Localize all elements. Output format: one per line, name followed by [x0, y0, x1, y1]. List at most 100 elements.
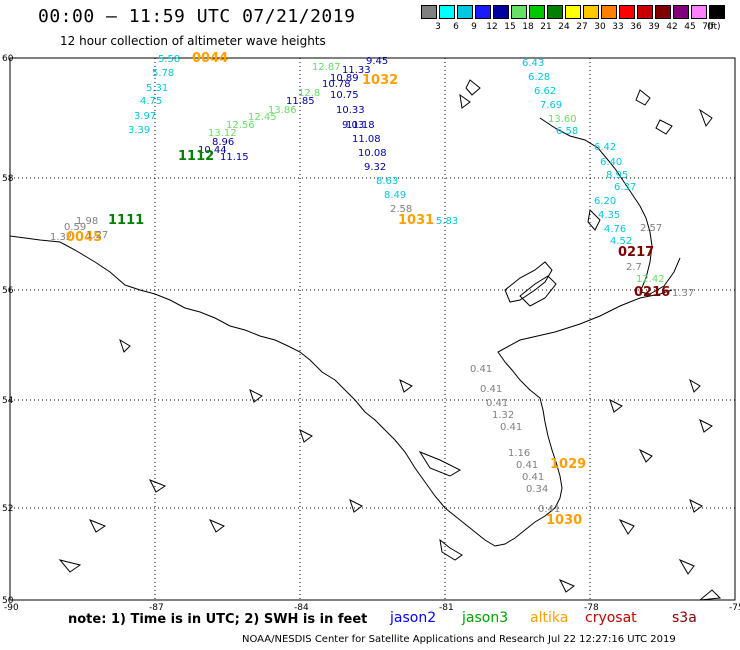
- wave-height-label: 5.83: [436, 216, 458, 227]
- wave-height-label: 12.42: [636, 274, 665, 285]
- coastline: [9, 79, 722, 601]
- legend-s3a: s3a: [672, 610, 697, 626]
- scale-swatch: [421, 5, 437, 19]
- wave-height-label: 12.45: [248, 112, 277, 123]
- wave-height-label: 1.32: [50, 232, 72, 243]
- scale-label: 42: [666, 22, 678, 32]
- scale-label: 70: [702, 22, 714, 32]
- wave-height-label: 13.86: [268, 105, 297, 116]
- wave-height-label: 0.41: [486, 398, 508, 409]
- latitude-label: 56: [2, 286, 14, 296]
- scale-swatch: [565, 5, 581, 19]
- altimeter-readings: 5.585.785.314.753.973.39004412.879.4511.…: [50, 51, 694, 528]
- scale-swatch: [493, 5, 509, 19]
- wave-height-label: 11.33: [342, 65, 371, 76]
- wave-height-label: 11.85: [286, 96, 315, 107]
- wave-height-label: 10.75: [330, 90, 359, 101]
- wave-height-label: 11.15: [220, 152, 249, 163]
- pass-time-label: 1030: [546, 513, 582, 528]
- latitude-label: 54: [2, 396, 14, 406]
- wave-height-label: 2.58: [390, 204, 412, 215]
- scale-label: 18: [522, 22, 534, 32]
- scale-swatch: [673, 5, 689, 19]
- pass-time-label: 0217: [618, 245, 654, 260]
- note-text: note: 1) Time is in UTC; 2) SWH is in fe…: [68, 612, 368, 627]
- wave-height-label: 10.08: [358, 148, 387, 159]
- longitude-label: -81: [439, 603, 454, 613]
- wave-height-label: 9.32: [364, 162, 386, 173]
- pass-time-label: 1032: [362, 73, 398, 88]
- wave-height-label: 4.35: [598, 210, 620, 221]
- wave-height-label: 2.7: [626, 262, 642, 273]
- scale-swatch: [511, 5, 527, 19]
- legend-altika: altika: [530, 610, 569, 626]
- pass-time-label: 1112: [178, 149, 214, 164]
- scale-swatch: [439, 5, 455, 19]
- wave-height-label: 6.43: [522, 58, 544, 69]
- wave-height-label: 1.16: [508, 448, 530, 459]
- scale-label: 9: [471, 22, 477, 32]
- wave-height-label: 9.45: [366, 56, 388, 67]
- wave-height-label: 1.98: [76, 216, 98, 227]
- scale-label: 21: [540, 22, 552, 32]
- scale-swatch: [655, 5, 671, 19]
- scale-swatch: [709, 5, 725, 19]
- latitude-label: 52: [2, 504, 13, 514]
- scale-swatch: [619, 5, 635, 19]
- longitude-label: -84: [294, 603, 309, 613]
- wave-height-label: 0.41: [516, 460, 538, 471]
- scale-label: 3: [435, 22, 441, 32]
- wave-height-label: 1.32: [492, 410, 514, 421]
- wave-height-label: 6.42: [594, 142, 616, 153]
- wave-height-label: 6.40: [600, 157, 622, 168]
- wave-height-label: 0.41: [522, 472, 544, 483]
- wave-height-label: 4.52: [610, 236, 632, 247]
- wave-height-label: 2.57: [640, 223, 662, 234]
- scale-label: 15: [504, 22, 516, 32]
- graticule: 60 58 56 54 52 50-90 -87 -84 -81 -78 -75: [2, 54, 740, 613]
- legend-jason3: jason3: [462, 610, 509, 626]
- scale-label: 6: [453, 22, 459, 32]
- latitude-label: 50: [2, 596, 14, 606]
- wave-height-label: 9.03: [342, 120, 364, 131]
- wave-height-label: 5.58: [158, 54, 180, 65]
- wave-height-label: 0.34: [526, 484, 548, 495]
- pass-time-label: 0044: [192, 51, 228, 66]
- map-frame: [9, 57, 736, 601]
- pass-time-label: 1111: [108, 213, 144, 228]
- wave-height-label: 3.39: [128, 125, 150, 136]
- wave-height-label: 8.63: [376, 176, 398, 187]
- scale-label: 45: [684, 22, 696, 32]
- wave-height-label: 12.87: [312, 62, 341, 73]
- wave-height-label: 0.41: [538, 504, 560, 515]
- scale-label: 24: [558, 22, 570, 32]
- wave-height-label: 13.60: [548, 114, 577, 125]
- scale-swatch: [457, 5, 473, 19]
- scale-label: 30: [594, 22, 606, 32]
- wave-height-label: 11.08: [352, 134, 381, 145]
- wave-height-label: 10.33: [336, 105, 365, 116]
- wave-height-label: 4.75: [140, 96, 162, 107]
- wave-height-label: 6.28: [528, 72, 550, 83]
- wave-height-label: 1.37: [672, 288, 694, 299]
- wave-height-label: 6.62: [534, 86, 556, 97]
- wave-height-label: 0.41: [480, 384, 502, 395]
- wave-height-label: 0.41: [500, 422, 522, 433]
- wave-height-label: 4.76: [604, 224, 626, 235]
- wave-height-label: 5.31: [146, 83, 168, 94]
- scale-swatch: [691, 5, 707, 19]
- wave-height-label: 12.8: [298, 88, 320, 99]
- scale-swatch: [583, 5, 599, 19]
- longitude-label: -87: [149, 603, 164, 613]
- scale-label: 36: [630, 22, 642, 32]
- scale-label: 39: [648, 22, 660, 32]
- wave-height-label: 3.97: [134, 111, 156, 122]
- wave-height-label: 10.44: [198, 145, 227, 156]
- pass-time-label: 0216: [634, 285, 670, 300]
- map-subtitle: 12 hour collection of altimeter wave hei…: [60, 34, 326, 48]
- wave-height-label: 7.69: [540, 100, 562, 111]
- scale-swatch: [547, 5, 563, 19]
- wave-height-label: 8.49: [384, 190, 406, 201]
